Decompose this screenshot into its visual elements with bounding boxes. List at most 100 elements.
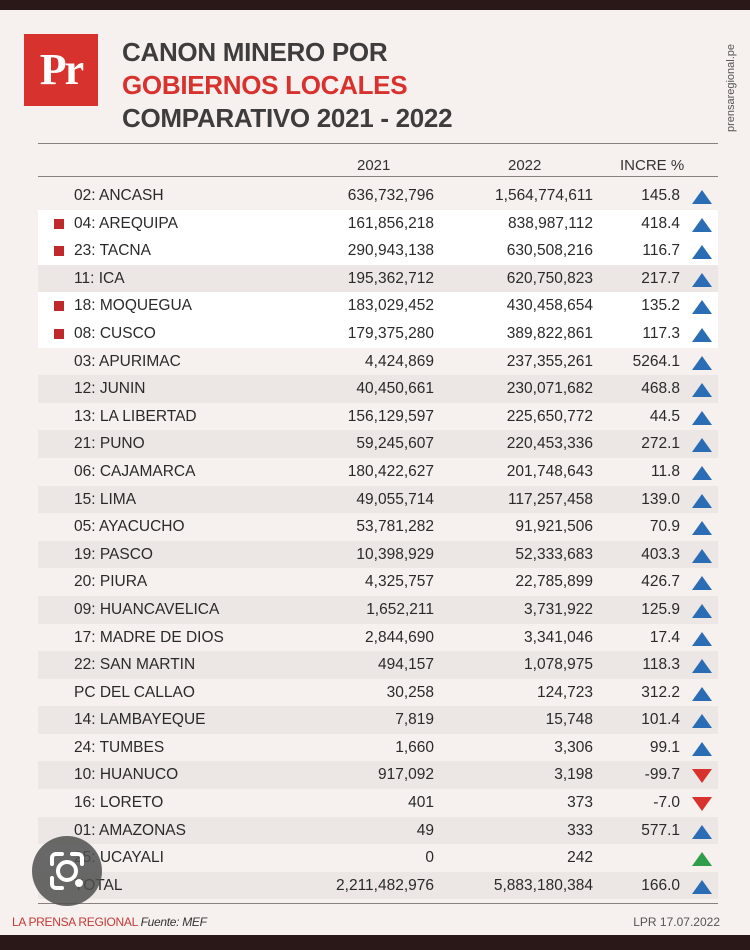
increase-percent: 99.1 bbox=[649, 738, 680, 756]
side-url-text: prensaregional.pe bbox=[725, 43, 737, 133]
value-2022: 3,731,922 bbox=[524, 600, 593, 618]
value-2021: 53,781,282 bbox=[356, 518, 434, 536]
triangle-up-icon bbox=[692, 631, 712, 646]
side-url: prensaregional.pe bbox=[722, 22, 742, 162]
lens-overlay-button[interactable] bbox=[32, 836, 102, 906]
value-2021: 49 bbox=[416, 821, 434, 839]
row-name: 06: CAJAMARCA bbox=[74, 462, 196, 480]
value-2021: 636,732,796 bbox=[347, 187, 434, 204]
table-row: 03: APURIMAC 4,424,869 237,355,261 5264.1 bbox=[38, 348, 718, 376]
triangle-up-icon bbox=[692, 217, 712, 232]
row-marker bbox=[54, 246, 64, 257]
value-2021: 1,660 bbox=[395, 738, 434, 756]
triangle-up-icon bbox=[692, 300, 712, 315]
table-row: 19: PASCO 10,398,929 52,333,683 403.3 bbox=[38, 540, 718, 569]
trend-mark bbox=[692, 824, 712, 839]
trend-mark bbox=[692, 631, 712, 646]
increase-percent: 403.3 bbox=[641, 545, 680, 563]
title-line-2: GOBIERNOS LOCALES bbox=[122, 70, 408, 100]
increase-percent: 116.7 bbox=[642, 242, 680, 260]
row-name: 20: PIURA bbox=[74, 573, 148, 591]
row-name: 02: ANCASH bbox=[74, 187, 164, 204]
value-2021: 183,029,452 bbox=[347, 297, 434, 315]
row-name: 24: TUMBES bbox=[74, 738, 165, 756]
increase-percent: 145.8 bbox=[641, 187, 680, 204]
value-2022: 230,071,682 bbox=[506, 380, 593, 398]
triangle-up-icon bbox=[692, 272, 712, 287]
table-row: 09: HUANCAVELICA 1,652,211 3,731,922 125.9 bbox=[38, 595, 718, 624]
trend-mark bbox=[692, 548, 712, 563]
increase-percent: -7.0 bbox=[653, 794, 680, 812]
value-2021: 1,652,211 bbox=[366, 600, 434, 618]
title-line-3: COMPARATIVO 2021 - 2022 bbox=[122, 103, 453, 133]
triangle-up-icon bbox=[692, 410, 712, 425]
value-2022: 3,198 bbox=[554, 766, 593, 784]
increase-percent: 101.4 bbox=[641, 711, 680, 729]
increase-percent: 217.7 bbox=[641, 269, 680, 287]
table-row: 20: PIURA 4,325,757 22,785,899 426.7 bbox=[38, 568, 718, 596]
footer-brand: LA PRENSA REGIONAL bbox=[12, 915, 138, 929]
triangle-up-icon bbox=[692, 879, 712, 894]
value-2022: 242 bbox=[567, 849, 593, 867]
row-name: 11: ICA bbox=[74, 269, 125, 287]
value-2021: 401 bbox=[408, 794, 434, 812]
increase-percent: 166.0 bbox=[641, 876, 680, 894]
row-name: 01: AMAZONAS bbox=[74, 821, 186, 839]
trend-mark bbox=[692, 521, 712, 536]
row-name: 16: LORETO bbox=[74, 794, 164, 812]
value-2022: 237,355,261 bbox=[506, 352, 593, 370]
triangle-up-icon bbox=[692, 190, 712, 204]
value-2022: 5,883,180,384 bbox=[493, 876, 593, 894]
row-name: 21: PUNO bbox=[74, 435, 145, 453]
triangle-up-icon bbox=[692, 603, 712, 618]
trend-mark bbox=[692, 686, 712, 701]
data-table: 02: ANCASH 636,732,796 1,564,774,611 145.8 0… bbox=[38, 182, 718, 900]
row-name: 19: PASCO bbox=[74, 545, 153, 563]
value-2021: 179,375,280 bbox=[347, 324, 434, 342]
value-2021: 4,325,757 bbox=[365, 573, 434, 591]
value-2021: 59,245,607 bbox=[356, 435, 434, 453]
column-header-incre: INCRE % bbox=[620, 157, 685, 174]
table-row: 16: LORETO 401 373 -7.0 bbox=[38, 789, 718, 817]
table-row: 10: HUANUCO 917,092 3,198 -99.7 bbox=[38, 761, 718, 790]
triangle-up-icon bbox=[692, 327, 712, 342]
trend-mark bbox=[692, 493, 712, 508]
value-2022: 52,333,683 bbox=[515, 545, 593, 563]
increase-percent: 418.4 bbox=[641, 214, 680, 232]
value-2021: 10,398,929 bbox=[356, 545, 434, 563]
top-bar bbox=[0, 0, 750, 10]
row-marker bbox=[54, 301, 64, 312]
value-2022: 3,306 bbox=[554, 738, 593, 756]
table-row: 25: UCAYALI 0 242 bbox=[38, 844, 718, 872]
divider-bottom bbox=[38, 903, 718, 904]
increase-percent: 118.3 bbox=[642, 656, 680, 674]
table-row: 21: PUNO 59,245,607 220,453,336 272.1 bbox=[38, 430, 718, 458]
triangle-up-icon bbox=[692, 659, 712, 674]
table-row: 05: AYACUCHO 53,781,282 91,921,506 70.9 bbox=[38, 513, 718, 541]
triangle-up-icon bbox=[692, 714, 712, 729]
trend-mark bbox=[692, 327, 712, 342]
row-name: 09: HUANCAVELICA bbox=[74, 600, 220, 618]
trend-mark bbox=[692, 797, 712, 812]
value-2021: 161,856,218 bbox=[347, 214, 434, 232]
triangle-up-icon bbox=[692, 355, 712, 370]
value-2022: 1,078,975 bbox=[524, 656, 593, 674]
title-line-1: CANON MINERO POR bbox=[122, 37, 388, 67]
value-2022: 225,650,772 bbox=[506, 407, 593, 425]
increase-percent: 577.1 bbox=[641, 821, 680, 839]
value-2021: 195,362,712 bbox=[347, 269, 434, 287]
value-2022: 333 bbox=[567, 821, 593, 839]
increase-percent: 139.0 bbox=[641, 490, 680, 508]
triangle-up-icon bbox=[692, 465, 712, 480]
trend-mark bbox=[692, 217, 712, 232]
row-name: 10: HUANUCO bbox=[74, 766, 179, 784]
value-2022: 91,921,506 bbox=[515, 518, 593, 536]
increase-percent: 17.4 bbox=[649, 628, 680, 646]
value-2022: 620,750,823 bbox=[506, 269, 593, 287]
triangle-up-icon bbox=[692, 824, 712, 839]
increase-percent: 135.2 bbox=[641, 297, 680, 315]
triangle-down-icon bbox=[692, 769, 712, 784]
trend-mark bbox=[692, 852, 712, 867]
value-2021: 40,450,661 bbox=[356, 380, 434, 398]
